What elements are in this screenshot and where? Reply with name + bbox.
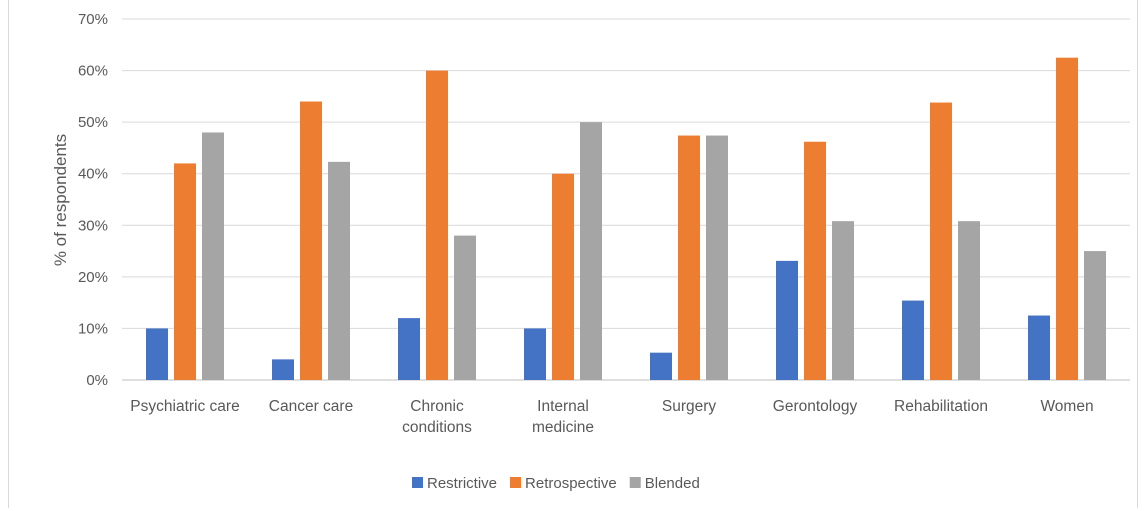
x-category-label: Rehabilitation [894, 398, 988, 415]
legend-label: Blended [645, 475, 700, 492]
bar-restrictive [146, 328, 168, 380]
chart-frame [8, 0, 1138, 508]
bar-blended [328, 161, 350, 380]
y-axis-title: % of respondents [51, 134, 70, 266]
x-category-label: Internal medicine [532, 398, 594, 436]
x-category-label: Chronic conditions [402, 398, 472, 436]
bar-retrospective [804, 141, 826, 380]
bar-blended [580, 122, 602, 381]
x-category-label: Cancer care [269, 398, 353, 415]
legend-label: Retrospective [525, 475, 617, 492]
legend-swatch [510, 477, 522, 488]
y-tick-label: 70% [78, 11, 108, 28]
bar-retrospective [174, 163, 196, 380]
legend: Restrictive Retrospective Blended [412, 475, 700, 492]
bar-blended [958, 221, 980, 380]
y-tick-label: 10% [78, 320, 108, 337]
bar-blended [454, 235, 476, 380]
bar-blended [202, 132, 224, 380]
y-axis-ticks: 0% 10% 20% 30% 40% 50% 60% 70% [78, 11, 108, 389]
legend-label: Restrictive [427, 475, 497, 492]
bar-restrictive [524, 328, 546, 380]
y-tick-label: 50% [78, 114, 108, 131]
bar-restrictive [398, 318, 420, 380]
bar-blended [832, 221, 854, 380]
y-tick-label: 30% [78, 217, 108, 234]
y-tick-label: 60% [78, 63, 108, 80]
y-tick-label: 0% [86, 372, 108, 389]
legend-swatch [412, 477, 423, 488]
bar-blended [1084, 251, 1106, 380]
bar-restrictive [1028, 315, 1050, 380]
x-category-label: Surgery [662, 398, 717, 415]
x-category-label: Psychiatric care [130, 398, 239, 415]
x-category-label: Women [1040, 398, 1093, 415]
bar-retrospective [426, 70, 448, 381]
bar-retrospective [1056, 57, 1078, 381]
bar-blended [706, 135, 728, 380]
bar-retrospective [552, 173, 574, 380]
bar-retrospective [300, 101, 322, 380]
legend-swatch [629, 477, 641, 488]
y-tick-label: 40% [78, 166, 108, 183]
y-tick-label: 20% [78, 269, 108, 286]
bar-restrictive [272, 359, 294, 380]
bar-retrospective [678, 135, 700, 380]
bar-restrictive [776, 260, 798, 380]
bar-retrospective [930, 102, 952, 380]
bar-restrictive [902, 300, 924, 380]
bar-restrictive [650, 352, 672, 380]
bars [146, 57, 1106, 381]
x-axis-categories: Psychiatric care Cancer care Chronic condit… [130, 398, 1093, 436]
x-category-label: Gerontology [773, 398, 858, 415]
